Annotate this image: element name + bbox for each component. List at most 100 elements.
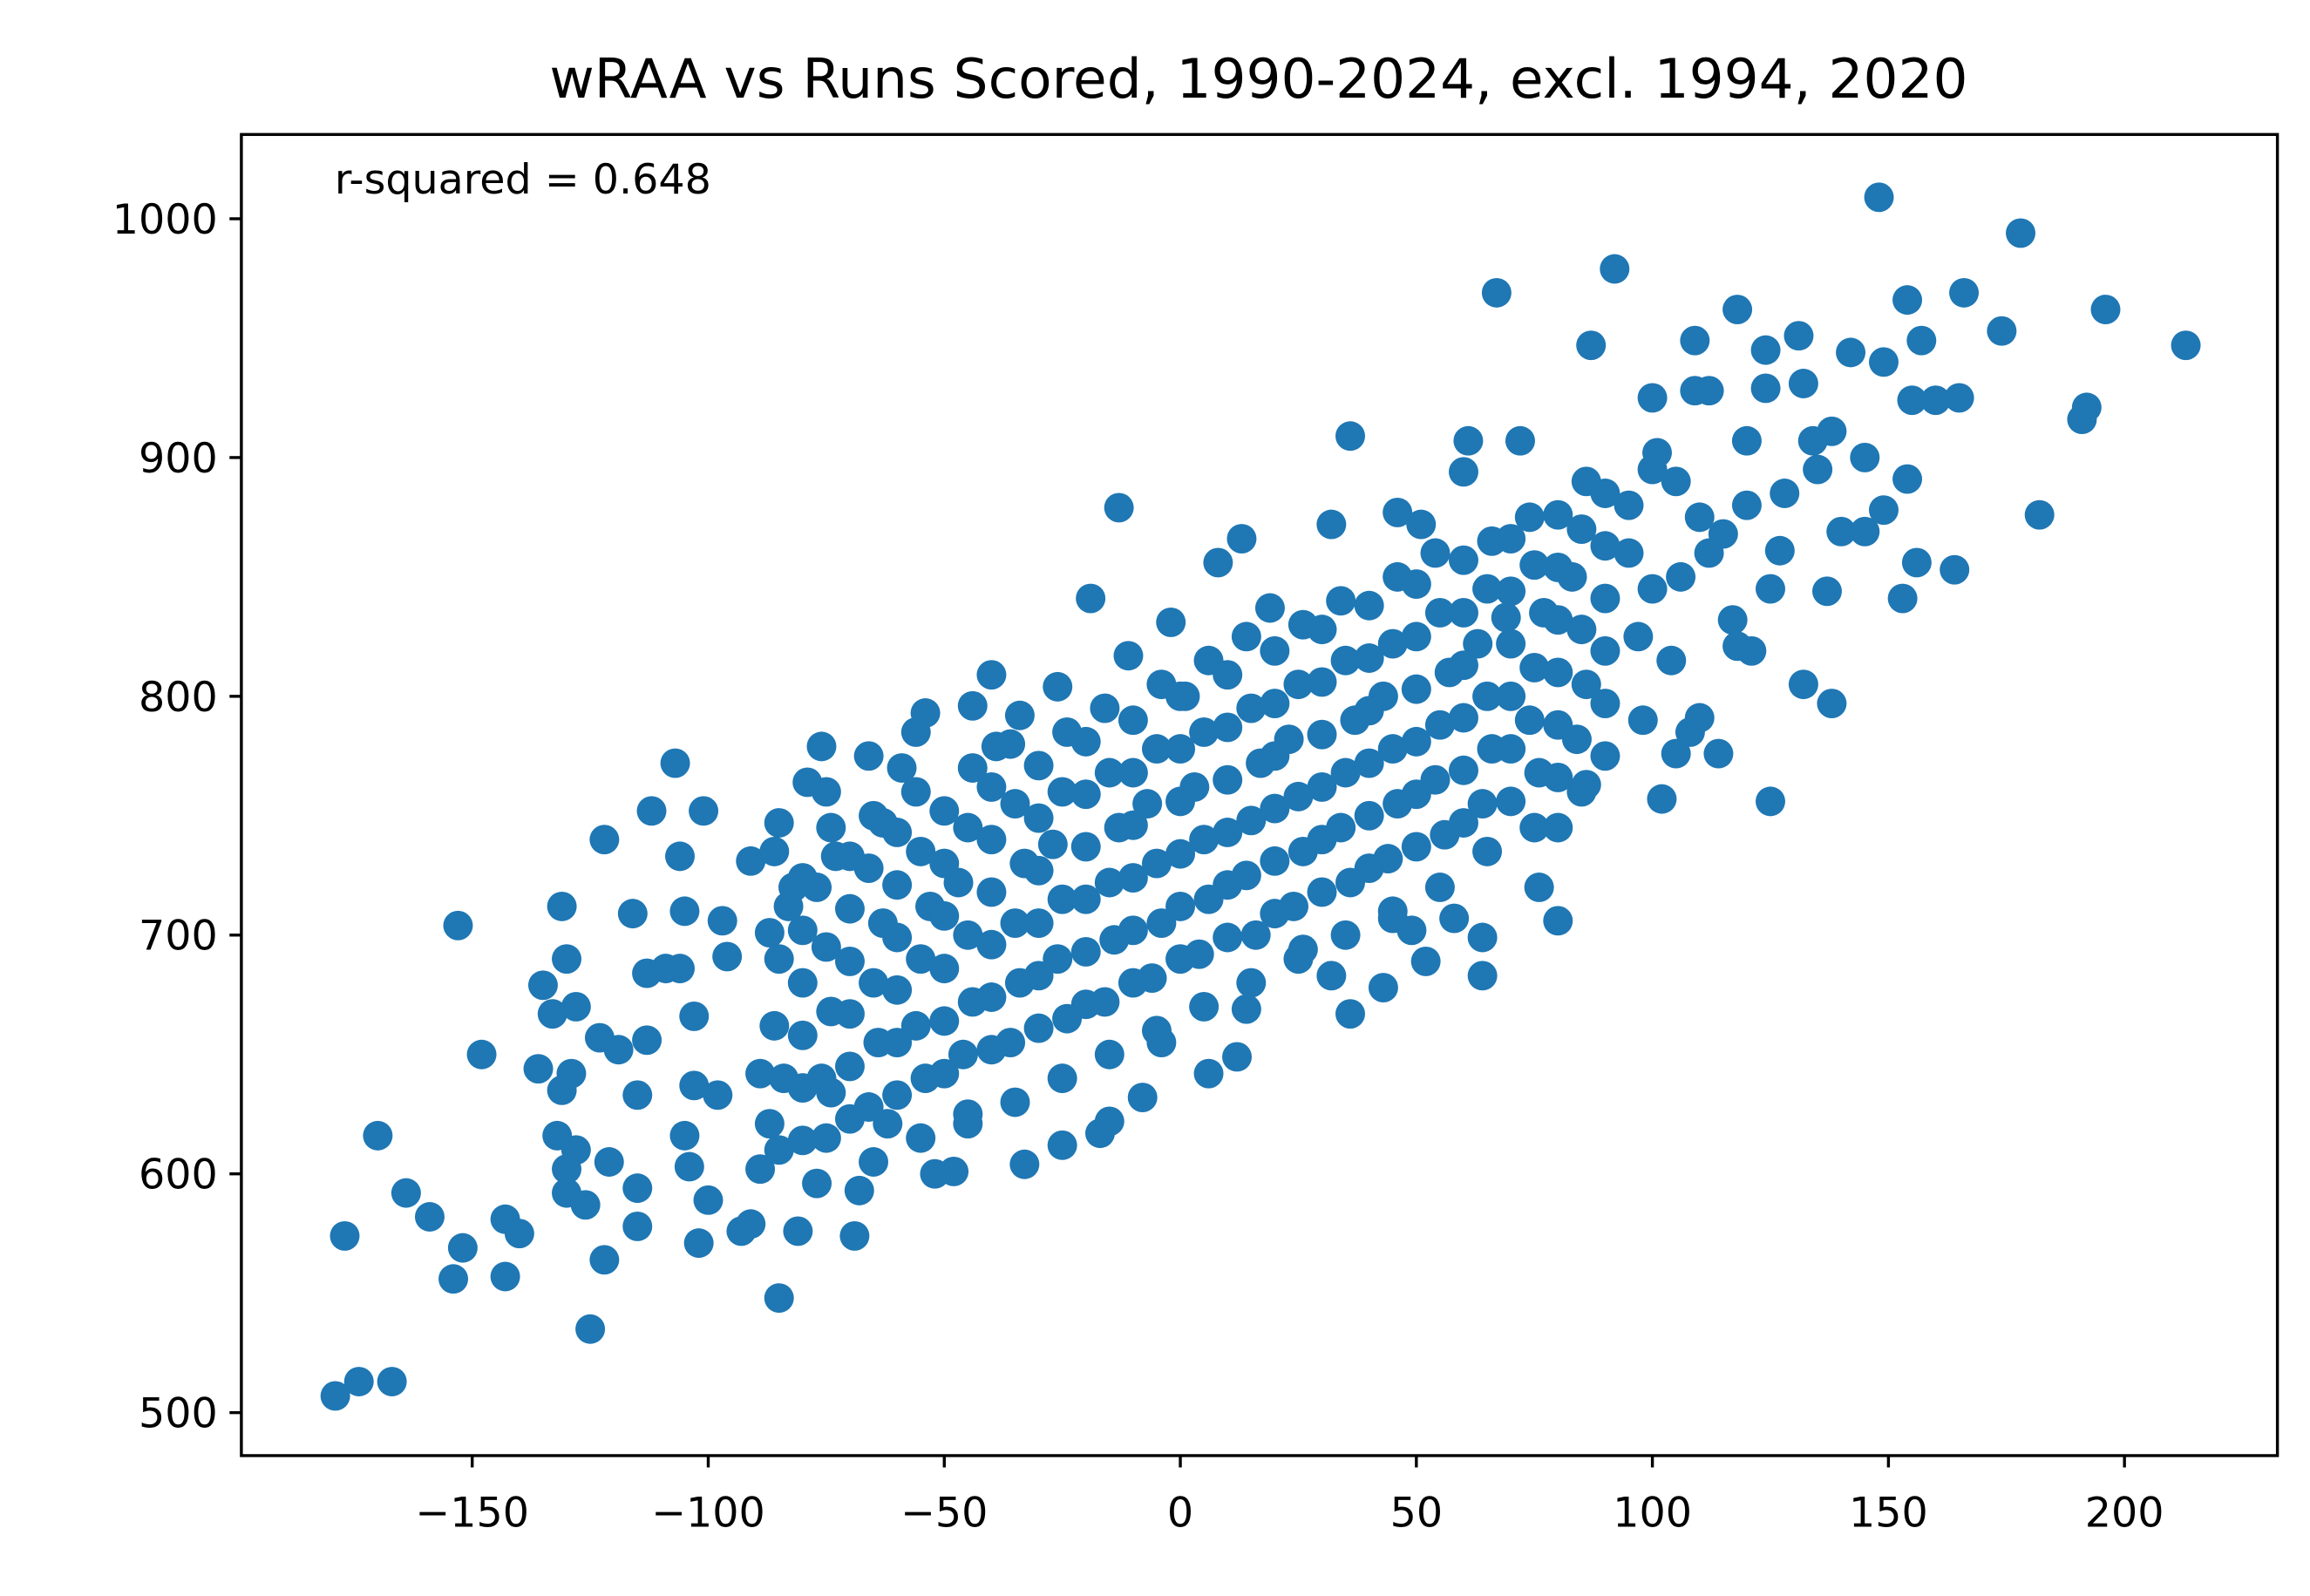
data-point — [1614, 538, 1644, 568]
data-point — [1047, 1063, 1077, 1094]
data-point — [929, 1006, 960, 1036]
data-point — [1543, 710, 1573, 740]
data-point — [787, 1125, 818, 1156]
data-point — [1944, 383, 1974, 413]
data-point — [1141, 1015, 1172, 1046]
data-point — [1094, 867, 1124, 898]
data-point — [1316, 509, 1347, 540]
data-point — [844, 1175, 874, 1205]
data-point — [1514, 502, 1545, 533]
data-point — [1661, 466, 1691, 497]
data-point — [1254, 593, 1285, 623]
data-point — [1236, 968, 1267, 998]
x-tick-label: 200 — [2085, 1489, 2164, 1537]
data-point — [1590, 689, 1620, 719]
data-point — [853, 741, 884, 771]
data-point — [1222, 1042, 1253, 1072]
data-point — [1514, 705, 1545, 736]
data-point — [1637, 383, 1668, 413]
data-point — [745, 1058, 776, 1089]
data-point — [839, 1220, 870, 1251]
data-point — [939, 1157, 969, 1186]
data-point — [1165, 944, 1196, 975]
data-point — [759, 836, 790, 866]
data-point — [1354, 696, 1384, 726]
data-point — [929, 900, 960, 931]
y-axis: 500 600 700 800 900 1000 — [112, 196, 241, 1438]
data-point — [575, 1314, 606, 1344]
data-point — [1165, 681, 1196, 711]
data-point — [1463, 628, 1493, 659]
data-point — [1496, 681, 1526, 711]
data-point — [537, 999, 567, 1029]
data-point — [561, 991, 591, 1022]
data-point — [547, 891, 577, 921]
data-point — [2071, 392, 2102, 423]
data-point — [2171, 330, 2201, 361]
data-point — [1165, 839, 1196, 869]
data-point — [1070, 779, 1101, 810]
data-point — [1383, 497, 1413, 527]
data-point — [1213, 922, 1243, 953]
data-point — [976, 877, 1007, 907]
y-tick-label: 700 — [139, 913, 218, 961]
data-point — [1731, 490, 1762, 520]
data-point — [665, 954, 695, 984]
data-point — [1448, 808, 1478, 838]
data-point — [703, 1080, 733, 1110]
data-point — [343, 1367, 374, 1396]
data-point — [447, 1233, 478, 1263]
data-point — [1590, 635, 1620, 666]
data-point — [1118, 968, 1148, 998]
data-point — [882, 1080, 913, 1110]
data-point — [1094, 1106, 1124, 1137]
data-point — [1070, 832, 1101, 862]
data-point — [1448, 755, 1478, 785]
data-point — [693, 1185, 724, 1215]
data-point — [1368, 973, 1398, 1002]
data-point — [1448, 545, 1478, 575]
data-point — [1661, 738, 1691, 769]
data-point — [1401, 674, 1431, 704]
data-point — [1260, 741, 1290, 771]
data-point — [948, 1039, 978, 1070]
data-point — [1094, 757, 1124, 788]
data-point — [1472, 574, 1503, 604]
data-point — [363, 1120, 393, 1151]
data-point — [1335, 421, 1365, 452]
r-squared-annotation: r-squared = 0.648 — [335, 156, 711, 204]
data-point — [1070, 936, 1101, 967]
data-point — [1330, 757, 1361, 788]
data-point — [1694, 376, 1724, 406]
data-point — [1467, 961, 1498, 991]
data-point — [1637, 574, 1668, 604]
data-point — [882, 975, 913, 1005]
data-point — [527, 970, 558, 1001]
data-point — [1283, 781, 1314, 812]
data-point — [1396, 915, 1427, 946]
data-point — [1717, 605, 1748, 635]
data-point — [1165, 734, 1196, 764]
data-point — [1213, 818, 1243, 847]
data-point — [1836, 337, 1866, 368]
data-point — [1543, 763, 1573, 792]
data-point — [1448, 457, 1478, 487]
data-point — [783, 1216, 813, 1246]
data-point — [1406, 509, 1437, 540]
chart-title: wRAA vs Runs Scored, 1990-2024, excl. 19… — [549, 47, 1967, 111]
data-point — [1519, 812, 1550, 843]
data-point — [811, 932, 841, 962]
data-point — [1543, 657, 1573, 688]
data-point — [1424, 710, 1455, 740]
data-point — [1118, 757, 1148, 788]
data-point — [679, 1070, 710, 1101]
data-point — [1070, 989, 1101, 1020]
data-point — [1803, 454, 1833, 485]
data-point — [443, 910, 473, 941]
data-point — [377, 1367, 407, 1396]
data-point — [816, 812, 846, 843]
data-point — [806, 731, 837, 762]
data-point — [1023, 961, 1054, 991]
x-tick-label: 50 — [1390, 1489, 1444, 1537]
data-point — [834, 1104, 865, 1134]
